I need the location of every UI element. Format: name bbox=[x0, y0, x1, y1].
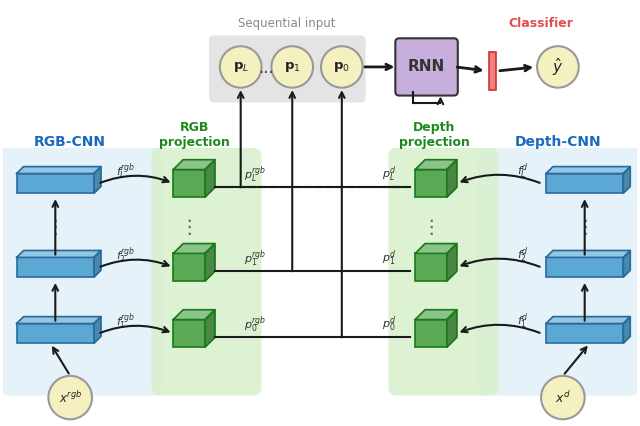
FancyBboxPatch shape bbox=[415, 320, 447, 347]
Text: $f_L^{rgb}$: $f_L^{rgb}$ bbox=[116, 161, 136, 182]
Text: $f_L^d$: $f_L^d$ bbox=[517, 162, 529, 181]
FancyBboxPatch shape bbox=[17, 257, 94, 277]
Text: Depth
projection: Depth projection bbox=[399, 121, 469, 149]
Text: $f_1^d$: $f_1^d$ bbox=[517, 312, 529, 331]
Polygon shape bbox=[623, 167, 630, 193]
Circle shape bbox=[541, 376, 585, 419]
FancyBboxPatch shape bbox=[0, 148, 163, 396]
Text: $p_0^d$: $p_0^d$ bbox=[382, 315, 397, 334]
Circle shape bbox=[321, 46, 363, 88]
Text: RGB-CNN: RGB-CNN bbox=[34, 135, 106, 149]
Polygon shape bbox=[17, 167, 101, 173]
FancyBboxPatch shape bbox=[173, 170, 205, 197]
Polygon shape bbox=[623, 317, 630, 343]
Polygon shape bbox=[415, 310, 457, 320]
Text: $\hat{y}$: $\hat{y}$ bbox=[552, 56, 564, 78]
Polygon shape bbox=[173, 244, 215, 253]
Text: Sequential input: Sequential input bbox=[237, 17, 335, 30]
Text: $f_2^d$: $f_2^d$ bbox=[517, 246, 529, 265]
FancyBboxPatch shape bbox=[209, 35, 365, 103]
Text: $f_2^{rgb}$: $f_2^{rgb}$ bbox=[116, 245, 136, 266]
Polygon shape bbox=[205, 310, 215, 347]
Text: Classifier: Classifier bbox=[509, 17, 573, 30]
Polygon shape bbox=[173, 310, 215, 320]
FancyBboxPatch shape bbox=[173, 253, 205, 281]
Text: $\mathbf{p}_L$: $\mathbf{p}_L$ bbox=[232, 60, 249, 74]
FancyBboxPatch shape bbox=[546, 323, 623, 343]
Text: $p_L^{rgb}$: $p_L^{rgb}$ bbox=[244, 164, 267, 185]
Text: $p_1^d$: $p_1^d$ bbox=[382, 249, 397, 268]
Text: ⋮: ⋮ bbox=[575, 218, 595, 237]
Circle shape bbox=[49, 376, 92, 419]
Text: ⋮: ⋮ bbox=[179, 218, 199, 237]
Polygon shape bbox=[415, 244, 457, 253]
Polygon shape bbox=[447, 160, 457, 197]
Polygon shape bbox=[94, 250, 101, 277]
Polygon shape bbox=[447, 244, 457, 281]
Text: $p_L^d$: $p_L^d$ bbox=[382, 165, 397, 184]
Text: ⋮: ⋮ bbox=[45, 218, 65, 237]
FancyBboxPatch shape bbox=[17, 173, 94, 193]
FancyBboxPatch shape bbox=[396, 38, 458, 95]
FancyBboxPatch shape bbox=[546, 173, 623, 193]
Text: Depth-CNN: Depth-CNN bbox=[515, 135, 601, 149]
Polygon shape bbox=[94, 167, 101, 193]
FancyBboxPatch shape bbox=[173, 320, 205, 347]
Text: $p_0^{rgb}$: $p_0^{rgb}$ bbox=[244, 314, 267, 335]
Text: RNN: RNN bbox=[408, 60, 445, 75]
Polygon shape bbox=[415, 160, 457, 170]
FancyBboxPatch shape bbox=[477, 148, 640, 396]
FancyBboxPatch shape bbox=[152, 148, 262, 396]
Text: $\mathbf{p}_0$: $\mathbf{p}_0$ bbox=[333, 60, 350, 74]
FancyBboxPatch shape bbox=[415, 253, 447, 281]
Text: $x^d$: $x^d$ bbox=[555, 390, 571, 406]
FancyBboxPatch shape bbox=[17, 323, 94, 343]
Text: $f_1^{rgb}$: $f_1^{rgb}$ bbox=[116, 311, 136, 332]
Text: $\mathbf{p}_1$: $\mathbf{p}_1$ bbox=[284, 60, 301, 74]
Polygon shape bbox=[447, 310, 457, 347]
Text: $x^{rgb}$: $x^{rgb}$ bbox=[58, 390, 82, 406]
Polygon shape bbox=[546, 317, 630, 323]
Polygon shape bbox=[623, 250, 630, 277]
Polygon shape bbox=[17, 317, 101, 323]
Circle shape bbox=[271, 46, 313, 88]
FancyBboxPatch shape bbox=[546, 257, 623, 277]
Text: ...: ... bbox=[259, 59, 275, 77]
Text: ⋮: ⋮ bbox=[421, 218, 441, 237]
Circle shape bbox=[220, 46, 262, 88]
FancyBboxPatch shape bbox=[415, 170, 447, 197]
Circle shape bbox=[537, 46, 579, 88]
Polygon shape bbox=[17, 250, 101, 257]
Bar bbox=[488, 52, 497, 89]
Text: RGB
projection: RGB projection bbox=[159, 121, 230, 149]
Text: $p_1^{rgb}$: $p_1^{rgb}$ bbox=[244, 248, 267, 269]
Polygon shape bbox=[546, 167, 630, 173]
Polygon shape bbox=[205, 244, 215, 281]
FancyBboxPatch shape bbox=[388, 148, 499, 396]
Polygon shape bbox=[205, 160, 215, 197]
Polygon shape bbox=[94, 317, 101, 343]
Polygon shape bbox=[173, 160, 215, 170]
Polygon shape bbox=[546, 250, 630, 257]
